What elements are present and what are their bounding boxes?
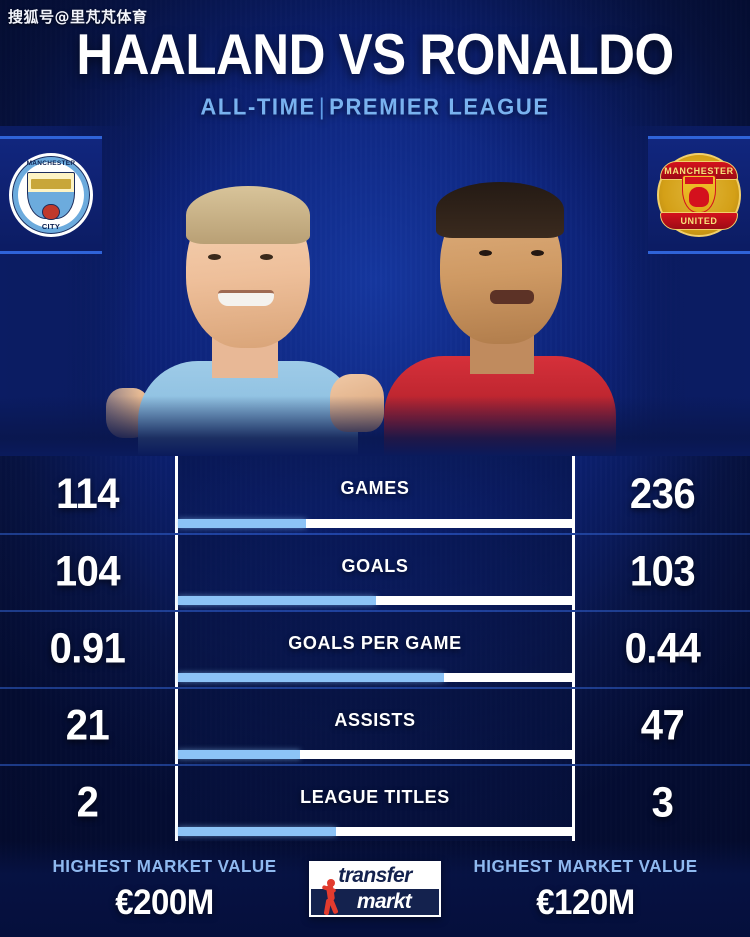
stat-value-left: 104 xyxy=(54,548,121,596)
stat-bar-right xyxy=(375,596,572,605)
haaland-hair xyxy=(186,186,310,244)
stat-row: 104 GOALS 103 xyxy=(0,533,750,610)
stat-bar-right xyxy=(335,827,572,836)
stat-bar-cell: GOALS PER GAME xyxy=(175,612,575,687)
haaland-eye-left xyxy=(208,254,221,260)
subtitle-separator: | xyxy=(318,93,327,120)
city-crest-text-bottom: CITY xyxy=(41,222,61,232)
manchester-united-crest-icon: MANCHESTER UNITED xyxy=(657,153,741,237)
utd-crest-ship xyxy=(684,177,714,185)
subtitle-right: PREMIER LEAGUE xyxy=(329,93,550,120)
stat-bar-left xyxy=(178,519,307,528)
market-value-right: HIGHEST MARKET VALUE €120M xyxy=(463,856,708,922)
ronaldo-eye-left xyxy=(479,250,492,256)
ronaldo-mouth xyxy=(490,290,534,304)
stat-row: 114 GAMES 236 xyxy=(0,456,750,533)
photo-bottom-fade xyxy=(0,396,750,456)
stat-value-left: 114 xyxy=(55,470,120,518)
page-subtitle: ALL-TIME | PREMIER LEAGUE xyxy=(0,93,750,120)
stat-value-right: 0.44 xyxy=(624,625,701,673)
haaland-mouth xyxy=(218,290,274,306)
haaland-eye-right xyxy=(260,254,273,260)
stat-label: ASSISTS xyxy=(334,709,416,731)
stat-bar xyxy=(178,673,572,682)
stat-value-right: 47 xyxy=(640,702,685,750)
stat-bar-cell: ASSISTS xyxy=(175,689,575,764)
stat-bar-left xyxy=(178,827,336,836)
stat-bar xyxy=(178,519,572,528)
transfermarkt-runner-icon xyxy=(321,879,341,915)
transfermarkt-logo-top-text: transfer xyxy=(338,864,412,887)
market-value-right-amount: €120M xyxy=(536,881,635,922)
stat-bar-cell: LEAGUE TITLES xyxy=(175,766,575,841)
stat-bar-left xyxy=(178,673,444,682)
stats-comparison-table: 114 GAMES 236 104 GOALS 103 0. xyxy=(0,456,750,841)
crest-plate-left: MANCHESTER CITY xyxy=(0,136,102,254)
stat-bar xyxy=(178,750,572,759)
stat-value-left: 21 xyxy=(65,702,110,750)
stat-row: 0.91 GOALS PER GAME 0.44 xyxy=(0,610,750,687)
stat-bar xyxy=(178,827,572,836)
city-crest-rose xyxy=(43,205,59,220)
ronaldo-eye-right xyxy=(531,250,544,256)
stat-bar-cell: GOALS xyxy=(175,535,575,610)
transfermarkt-logo-bottom-text: markt xyxy=(356,890,412,913)
watermark-text: 搜狐号@里芃芃体育 xyxy=(8,8,148,26)
stat-value-left: 0.91 xyxy=(49,625,126,673)
stat-bar xyxy=(178,596,572,605)
header: HAALAND VS RONALDO ALL-TIME | PREMIER LEAG… xyxy=(0,26,750,120)
footer: HIGHEST MARKET VALUE €200M transfer mark… xyxy=(0,841,750,937)
utd-crest-band-bottom: UNITED xyxy=(660,211,738,231)
stat-bar-right xyxy=(299,750,572,759)
stat-bar-cell: GAMES xyxy=(175,456,575,533)
market-value-right-label: HIGHEST MARKET VALUE xyxy=(473,856,698,877)
market-value-left: HIGHEST MARKET VALUE €200M xyxy=(42,856,287,922)
manchester-city-crest-icon: MANCHESTER CITY xyxy=(9,153,93,237)
stat-bar-right xyxy=(306,519,572,528)
stat-value-left: 2 xyxy=(76,779,99,827)
subtitle-left: ALL-TIME xyxy=(200,93,316,120)
runner-leg-back xyxy=(328,898,339,915)
stat-value-right: 3 xyxy=(651,779,674,827)
stat-bar-left xyxy=(178,596,376,605)
stat-value-right: 236 xyxy=(629,470,696,518)
city-crest-text-top: MANCHESTER xyxy=(26,159,76,167)
page-title: HAALAND VS RONALDO xyxy=(76,22,674,87)
transfermarkt-logo-icon: transfer markt xyxy=(309,861,441,917)
stat-row: 2 LEAGUE TITLES 3 xyxy=(0,764,750,841)
crest-plate-right: MANCHESTER UNITED xyxy=(648,136,750,254)
stat-bar-left xyxy=(178,750,300,759)
market-value-left-label: HIGHEST MARKET VALUE xyxy=(52,856,277,877)
players-photo-band xyxy=(0,126,750,456)
stat-label: GAMES xyxy=(340,477,410,499)
utd-crest-devil xyxy=(688,186,710,207)
stat-label: GOALS xyxy=(341,555,409,577)
stat-value-right: 103 xyxy=(629,548,696,596)
market-value-left-amount: €200M xyxy=(115,881,214,922)
stat-label: GOALS PER GAME xyxy=(288,632,462,654)
stat-label: LEAGUE TITLES xyxy=(300,786,450,808)
ronaldo-hair xyxy=(436,182,564,238)
city-crest-ship xyxy=(30,179,72,190)
stat-bar-right xyxy=(443,673,572,682)
stat-row: 21 ASSISTS 47 xyxy=(0,687,750,764)
